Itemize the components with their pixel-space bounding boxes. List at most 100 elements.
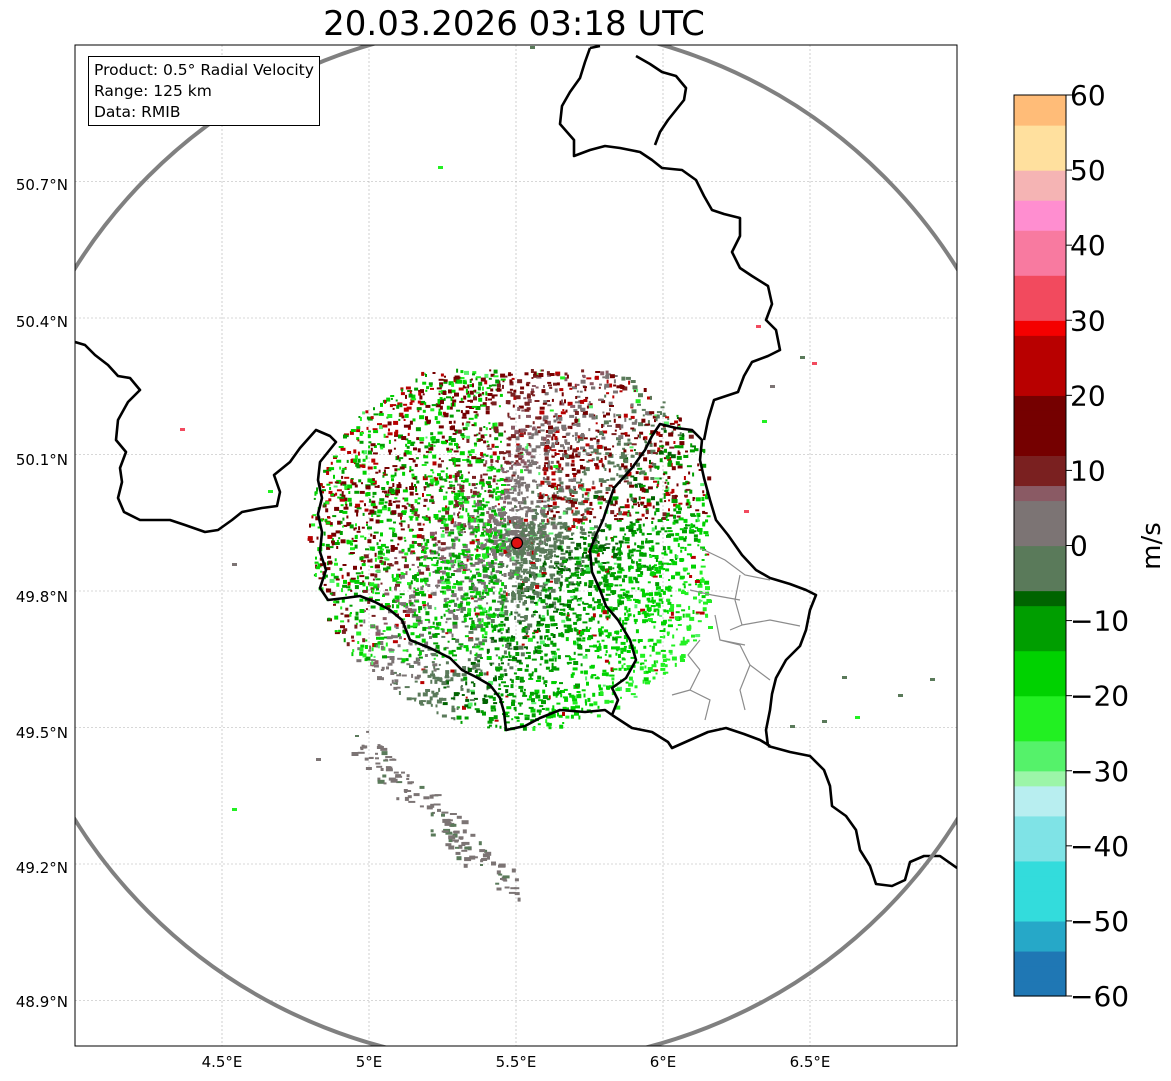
echo-pixel bbox=[536, 483, 539, 486]
echo-pixel bbox=[576, 629, 579, 631]
echo-pixel bbox=[462, 543, 467, 546]
echo-pixel bbox=[581, 554, 584, 558]
echo-pixel bbox=[472, 490, 477, 495]
echo-pixel bbox=[608, 526, 612, 530]
echo-pixel bbox=[475, 531, 478, 534]
echo-pixel bbox=[611, 677, 615, 681]
echo-pixel bbox=[332, 455, 338, 458]
echo-pixel bbox=[449, 406, 453, 410]
echo-pixel bbox=[644, 659, 647, 662]
echo-pixel bbox=[465, 388, 468, 393]
echo-pixel bbox=[665, 485, 668, 489]
echo-pixel bbox=[424, 665, 428, 668]
echo-pixel bbox=[511, 556, 515, 561]
echo-pixel bbox=[570, 714, 574, 719]
echo-pixel bbox=[462, 666, 467, 670]
echo-pixel bbox=[618, 518, 624, 520]
echo-pixel bbox=[687, 430, 693, 433]
echo-pixel bbox=[372, 589, 375, 594]
echo-pixel bbox=[349, 578, 355, 583]
echo-pixel bbox=[673, 503, 678, 507]
echo-pixel bbox=[532, 394, 536, 397]
echo-pixel bbox=[564, 697, 569, 702]
echo-pixel bbox=[443, 613, 446, 617]
echo-pixel bbox=[481, 634, 484, 639]
echo-pixel bbox=[379, 560, 383, 563]
echo-pixel bbox=[475, 557, 481, 560]
echo-pixel bbox=[415, 616, 421, 620]
echo-pixel bbox=[475, 492, 479, 495]
echo-pixel bbox=[541, 500, 547, 503]
echo-pixel bbox=[438, 411, 443, 416]
echo-pixel bbox=[568, 608, 573, 610]
echo-pixel bbox=[554, 652, 557, 656]
echo-pixel bbox=[473, 396, 477, 401]
echo-pixel bbox=[645, 538, 648, 543]
echo-pixel bbox=[311, 515, 314, 519]
echo-pixel bbox=[467, 608, 472, 613]
echo-pixel bbox=[630, 524, 634, 529]
echo-pixel bbox=[464, 625, 469, 628]
echo-pixel bbox=[448, 567, 452, 571]
echo-pixel bbox=[397, 468, 401, 471]
echo-pixel bbox=[567, 612, 570, 616]
echo-pixel bbox=[515, 530, 520, 532]
echo-pixel bbox=[591, 545, 597, 549]
echo-pixel bbox=[681, 591, 686, 594]
echo-pixel bbox=[500, 607, 504, 612]
echo-pixel bbox=[499, 579, 502, 582]
echo-pixel bbox=[412, 418, 416, 422]
echo-pixel bbox=[393, 682, 398, 685]
echo-pixel bbox=[343, 628, 348, 632]
echo-pixel bbox=[478, 648, 484, 651]
map-area[interactable]: 4.5°E 5°E 5.5°E 6°E 6.5°E 50.7°N 50.4°N … bbox=[0, 24, 1036, 1071]
echo-pixel bbox=[501, 644, 504, 647]
echo-pixel bbox=[441, 575, 444, 580]
echo-pixel bbox=[405, 658, 409, 662]
echo-pixel bbox=[493, 520, 499, 524]
echo-pixel bbox=[517, 593, 522, 598]
echo-pixel bbox=[551, 681, 557, 685]
echo-pixel bbox=[491, 629, 494, 633]
echo-pixel bbox=[400, 528, 405, 531]
echo-pixel bbox=[556, 702, 561, 705]
echo-pixel bbox=[499, 612, 505, 615]
echo-pixel bbox=[421, 638, 426, 643]
echo-pixel bbox=[635, 418, 638, 423]
echo-pixel bbox=[604, 446, 607, 451]
echo-pixel bbox=[482, 497, 485, 502]
echo-pixel bbox=[635, 561, 638, 565]
echo-pixel bbox=[438, 663, 441, 666]
echo-pixel bbox=[442, 442, 447, 445]
echo-pixel bbox=[341, 491, 344, 496]
echo-pixel bbox=[425, 404, 431, 408]
echo-pixel bbox=[624, 504, 630, 509]
echo-pixel bbox=[555, 695, 558, 698]
echo-pixel bbox=[469, 460, 472, 465]
echo-pixel bbox=[583, 386, 587, 389]
echo-pixel bbox=[683, 585, 686, 589]
echo-pixel bbox=[511, 377, 515, 380]
echo-pixel bbox=[648, 638, 654, 642]
echo-pixel bbox=[606, 685, 610, 690]
echo-pixel bbox=[637, 611, 641, 615]
echo-pixel bbox=[655, 586, 661, 591]
echo-pixel bbox=[683, 581, 688, 584]
echo-pixel bbox=[458, 566, 464, 570]
echo-pixel bbox=[551, 471, 556, 476]
echo-pixel bbox=[695, 526, 699, 529]
echo-pixel bbox=[548, 425, 553, 430]
echo-pixel bbox=[591, 536, 595, 539]
echo-pixel bbox=[437, 463, 442, 468]
echo-pixel bbox=[625, 593, 629, 598]
echo-pixel bbox=[399, 457, 404, 460]
echo-pixel bbox=[538, 537, 542, 540]
echo-pixel bbox=[409, 470, 412, 473]
echo-pixel bbox=[630, 449, 634, 452]
echo-pixel bbox=[524, 576, 527, 581]
echo-pixel bbox=[486, 529, 492, 534]
echo-pixel bbox=[500, 492, 503, 496]
echo-pixel bbox=[337, 496, 340, 499]
echo-pixel bbox=[505, 490, 510, 494]
echo-pixel bbox=[341, 481, 347, 485]
